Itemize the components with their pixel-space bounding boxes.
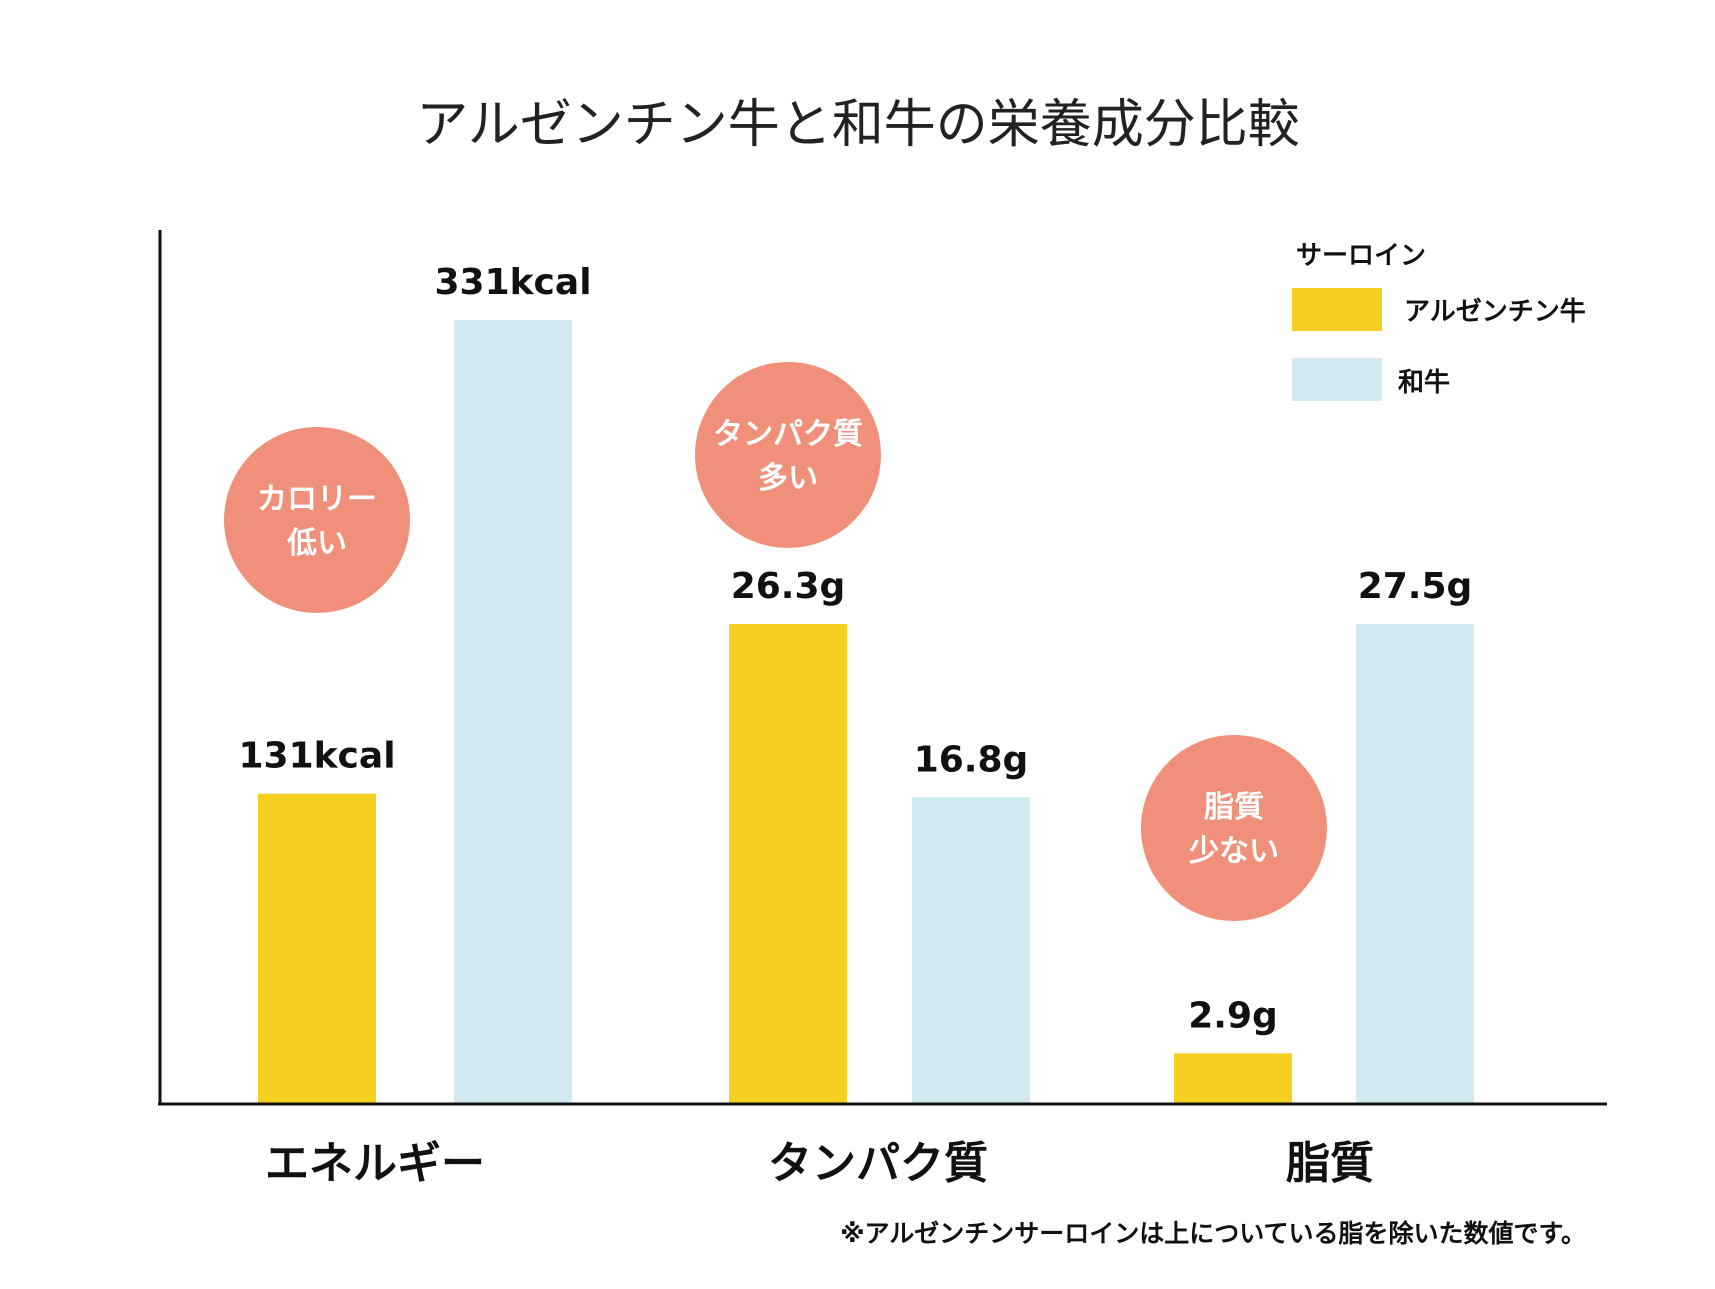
legend-label-argentine: アルゼンチン牛	[1404, 297, 1586, 327]
callout-text-1-1: 多い	[758, 461, 818, 496]
footnote: ※アルゼンチンサーロインは上についている脂を除いた数値です。	[840, 1219, 1586, 1248]
category-labels-group: エネルギー タンパク質 脂質	[265, 1138, 1374, 1189]
value-label-1-1: 16.8g	[914, 739, 1029, 780]
bar-0-0	[258, 793, 376, 1104]
legend-swatch-wagyu	[1292, 358, 1382, 401]
callout-badge-0	[224, 427, 410, 613]
value-label-0-1: 331kcal	[434, 262, 591, 303]
callout-badge-2	[1141, 735, 1327, 921]
category-label-2: 脂質	[1286, 1138, 1374, 1189]
callout-text-2-0: 脂質	[1204, 790, 1264, 825]
bar-2-0	[1174, 1053, 1292, 1104]
value-label-1-0: 26.3g	[731, 566, 846, 607]
legend-title: サーロイン	[1296, 241, 1426, 271]
bar-0-1	[454, 320, 572, 1104]
value-label-2-0: 2.9g	[1188, 995, 1278, 1036]
callout-text-0-0: カロリー	[257, 482, 377, 517]
legend: サーロイン アルゼンチン牛 和牛	[1292, 241, 1586, 401]
value-label-0-0: 131kcal	[238, 736, 395, 777]
callout-badge-1	[695, 362, 881, 548]
category-label-0: エネルギー	[265, 1138, 485, 1189]
value-labels-group: 131kcal 331kcal 26.3g 16.8g 2.9g 27.5g	[238, 262, 1472, 1036]
chart-title: アルゼンチン牛と和牛の栄養成分比較	[416, 95, 1299, 155]
callout-text-0-1: 低い	[286, 526, 347, 561]
value-label-2-1: 27.5g	[1358, 566, 1473, 607]
legend-label-wagyu: 和牛	[1398, 368, 1450, 398]
callout-text-2-1: 少ない	[1189, 834, 1279, 869]
category-label-1: タンパク質	[768, 1138, 988, 1189]
bar-1-1	[912, 797, 1030, 1104]
bar-1-0	[729, 624, 847, 1104]
bar-2-1	[1356, 624, 1474, 1104]
bars-group	[258, 320, 1474, 1104]
legend-swatch-argentine	[1292, 288, 1382, 331]
callout-text-1-0: タンパク質	[713, 417, 863, 452]
